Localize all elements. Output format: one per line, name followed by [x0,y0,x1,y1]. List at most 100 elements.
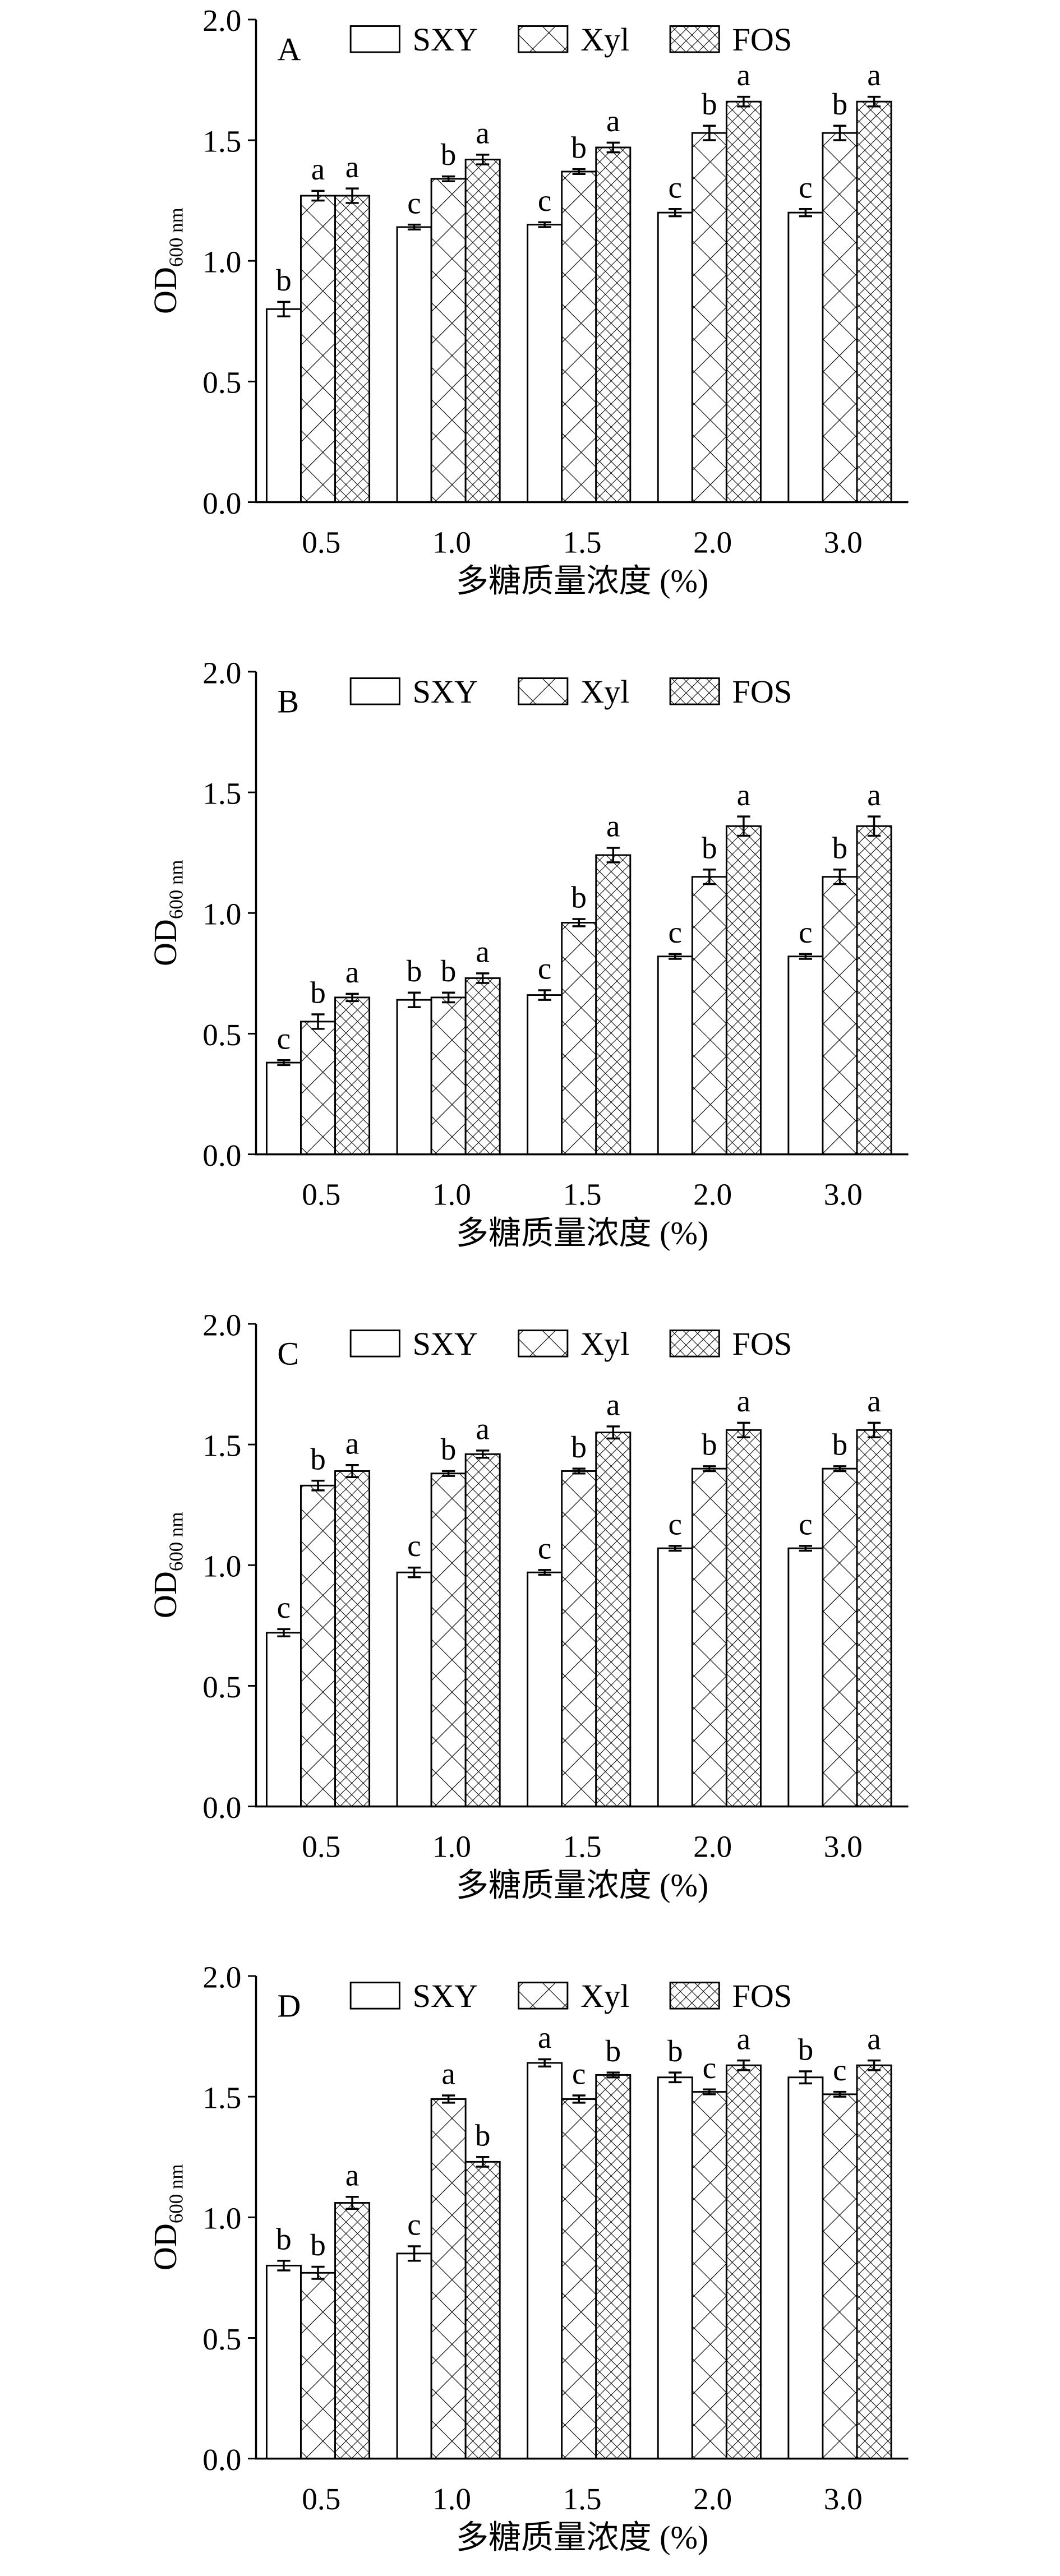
significance-letter: c [407,1529,421,1563]
error-bar [441,1470,455,1477]
y-axis-label-main: OD [147,919,183,966]
x-tick-label: 0.5 [302,525,340,560]
error-bar [277,1628,291,1637]
error-bar [538,2058,551,2068]
error-bar [799,2070,813,2085]
significance-letter: c [277,1590,291,1624]
bar [334,996,371,1156]
significance-letter: b [441,954,457,988]
y-tick-label: 0.5 [202,2322,241,2356]
bar [725,100,762,503]
significance-letter: b [276,263,292,297]
bar [464,159,501,503]
legend-label: Xyl [580,673,629,710]
error-bar [703,124,716,141]
bar [527,1571,563,1808]
significance-letter: a [867,58,881,92]
significance-letter: b [667,2034,683,2068]
panel: c c c c c SXY b b b b b Xyl a a a a a FOS 0.0 0.5 1.0 1.5 2.0 0… [147,1308,909,1904]
legend-label: SXY [413,1326,478,1362]
error-bar [407,2245,421,2262]
bar [822,1467,858,1808]
x-tick-label: 1.5 [563,1830,602,1864]
bar [822,132,858,503]
bar [265,1061,302,1156]
y-tick-label: 1.0 [202,1549,241,1584]
significance-letter: a [345,1426,360,1460]
error-bar [277,301,291,317]
bar [787,1547,824,1808]
y-axis-label: OD600 nm [147,860,187,966]
error-bar [407,223,421,231]
axes [255,1323,909,1808]
significance-letter: a [737,58,751,92]
x-tick-label: 1.0 [432,525,471,560]
y-axis-label-sub: 600 nm [165,860,187,919]
significance-letter: a [476,116,490,150]
y-axis-label-main: OD [147,2223,183,2270]
error-bar [538,221,551,228]
y-axis-label-sub: 600 nm [165,2164,187,2224]
error-bar [669,207,682,218]
error-bar [703,2088,716,2095]
bar [657,211,693,503]
significance-letter: c [669,170,683,204]
y-axis-label: OD600 nm [147,1512,187,1618]
error-bar [311,2265,325,2280]
bar [856,1429,892,1808]
bar [464,1453,501,1808]
bar [691,132,727,503]
significance-letter: c [799,915,813,949]
y-axis-label-main: OD [147,1571,183,1618]
legend-label: SXY [413,21,478,58]
error-bar [345,1464,359,1478]
significance-letter: c [407,2208,421,2242]
error-bar [277,1059,291,1067]
bar [430,178,467,503]
error-bar [833,869,847,885]
legend-swatch [669,25,720,53]
x-tick-label: 1.0 [432,2482,471,2516]
significance-letter: a [476,1412,490,1446]
significance-letter: a [606,104,620,138]
error-bar [476,154,490,165]
bar [595,2074,632,2460]
significance-letter: b [310,2228,326,2262]
bar [691,2091,727,2460]
bar [527,2062,563,2460]
bar [822,876,858,1156]
error-bar [799,207,813,218]
x-tick-label: 2.0 [693,1830,732,1864]
y-tick-label: 0.5 [202,1018,241,1052]
significance-letter: c [538,1531,552,1566]
significance-letter: b [441,1432,457,1466]
x-tick-label: 1.0 [432,1178,471,1212]
y-tick-label: 1.5 [202,776,241,810]
error-bar [606,1425,620,1440]
error-bar [476,972,490,984]
significance-letter: a [737,778,751,812]
error-bar [572,918,586,927]
significance-letter: b [571,1430,587,1464]
significance-letter: c [799,1507,813,1541]
x-tick-label: 0.5 [302,1178,340,1212]
y-tick-label: 2.0 [202,655,241,690]
significance-letter: a [867,1384,881,1418]
significance-letter: b [310,1442,326,1476]
y-tick-label: 0.5 [202,366,241,400]
error-bar [476,1449,490,1459]
error-bar [669,953,682,960]
bar [595,146,632,503]
significance-letter: b [475,2118,491,2152]
significance-letter: b [798,2033,814,2067]
significance-letter: a [476,934,490,968]
bar [725,1429,762,1808]
significance-letter: c [799,170,813,204]
significance-letter: b [832,830,848,865]
significance-letter: a [867,2021,881,2056]
significance-letter: a [538,2020,552,2055]
error-bar [669,1545,682,1552]
bar [430,996,467,1156]
